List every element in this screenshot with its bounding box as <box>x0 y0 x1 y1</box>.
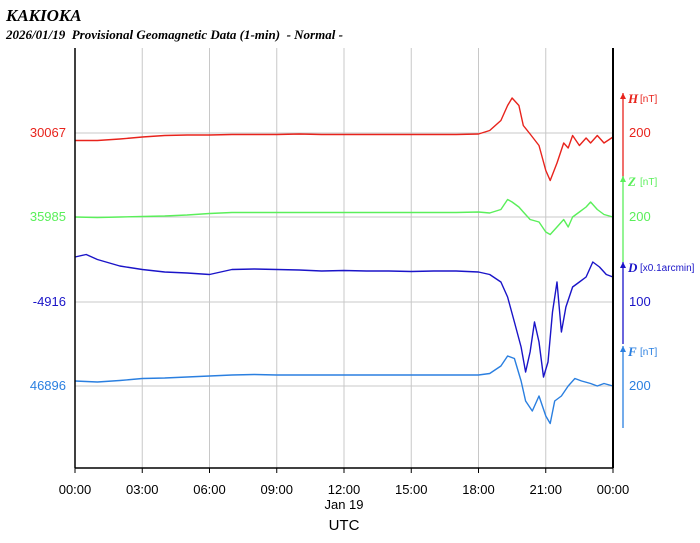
scale-arrow-head-z <box>620 176 626 182</box>
baseline-label-z: 35985 <box>30 209 66 224</box>
x-tick-label: 00:00 <box>59 482 92 497</box>
baseline-label-d: -4916 <box>33 294 66 309</box>
grid <box>75 48 613 468</box>
series-name-z: Z <box>627 174 636 189</box>
series-unit-h: [nT] <box>640 94 657 105</box>
x-tick-label: 06:00 <box>193 482 226 497</box>
x-axis-label: UTC <box>329 517 360 534</box>
x-tick-label: 12:00 <box>328 482 361 497</box>
series-line-h <box>75 97 614 182</box>
scale-value-h: 200 <box>629 125 651 140</box>
x-tick-label: 18:00 <box>462 482 495 497</box>
scale-arrow-head-h <box>620 93 626 99</box>
baseline-label-h: 30067 <box>30 125 66 140</box>
x-tick-label: 03:00 <box>126 482 159 497</box>
series-name-d: D <box>627 260 638 275</box>
station-title: KAKIOKA <box>6 6 82 25</box>
x-tick-label: 15:00 <box>395 482 428 497</box>
axis-layer: 00:00 03:00 06:00 09:00 12:00 15:00 18:00 21:00… <box>59 48 630 534</box>
series-name-h: H <box>627 91 639 106</box>
scale-arrow-head-f <box>620 346 626 352</box>
baseline-label-f: 46896 <box>30 378 66 393</box>
series-unit-z: [nT] <box>640 177 657 188</box>
series-name-f: F <box>627 344 637 359</box>
chart-subtitle: 2026/01/19 Provisional Geomagnetic Data … <box>6 27 343 42</box>
scale-arrow-head-d <box>620 262 626 268</box>
series-unit-d: [x0.1arcmin] <box>640 263 695 274</box>
scale-value-f: 200 <box>629 378 651 393</box>
scale-value-z: 200 <box>629 209 651 224</box>
date-label: Jan 19 <box>324 497 363 512</box>
scale-value-d: 100 <box>629 294 651 309</box>
series-unit-f: [nT] <box>640 347 657 358</box>
x-tick-label: 09:00 <box>260 482 293 497</box>
series-line-f <box>74 355 614 425</box>
x-tick-label: 00:00 <box>597 482 630 497</box>
series-layer <box>74 97 614 425</box>
x-tick-label: 21:00 <box>529 482 562 497</box>
series-line-z <box>74 198 614 236</box>
series-line-d <box>74 253 614 378</box>
